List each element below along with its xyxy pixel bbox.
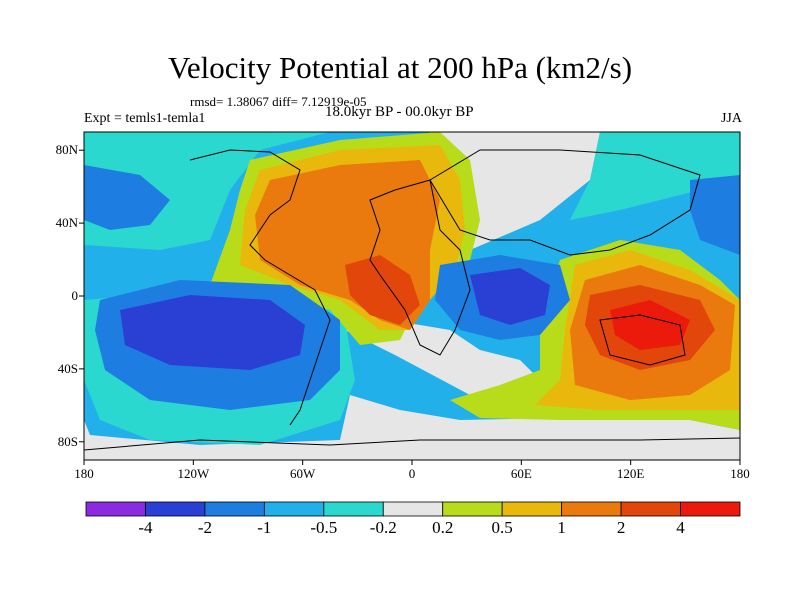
experiment-label: Expt = temls1-temla1 <box>84 111 206 126</box>
lat-tick-label: 40S <box>57 360 78 376</box>
colorbar-swatch <box>204 501 265 517</box>
field-red-core <box>610 300 690 350</box>
colorbar-swatch <box>145 501 206 517</box>
field-gray-atlantic <box>345 320 540 405</box>
colorbar-label: -0.5 <box>310 518 338 537</box>
colorbar <box>85 501 741 517</box>
lon-tick-label: 120W <box>177 466 210 481</box>
lat-tick-label: 80S <box>57 433 78 449</box>
lon-tick-label: 0 <box>408 466 416 481</box>
map-title: Velocity Potential at 200 hPa (km2/s) <box>167 50 633 85</box>
coast-americas <box>189 149 331 426</box>
colorbar-swatch <box>382 501 444 517</box>
colorbar-swatch <box>323 501 384 517</box>
lon-tick-label: 60W <box>290 466 316 481</box>
tick-marks <box>79 149 741 465</box>
colorbar-swatch <box>620 501 681 517</box>
field-teal-siberia <box>570 132 740 220</box>
field-redorange-atlantic <box>345 255 420 325</box>
colorbar-swatch <box>85 501 146 517</box>
colorbar-label: 0.2 <box>432 518 454 537</box>
lat-tick-label: 0 <box>71 288 79 303</box>
contour-field <box>84 132 740 460</box>
field-darkblue-spac <box>120 295 305 370</box>
lon-tick-label: 120E <box>616 466 645 481</box>
colorbar-swatch <box>501 501 563 517</box>
field-blue-nwpac <box>690 175 740 255</box>
colorbar-swatch <box>263 501 325 517</box>
field-darkblue-africa <box>470 268 550 325</box>
colorbar-label: -0.2 <box>369 518 397 537</box>
lon-tick-label: 180 <box>730 466 750 481</box>
coast-africa <box>369 179 471 356</box>
coastlines <box>84 149 740 451</box>
lat-tick-label: 80N <box>55 142 78 158</box>
coast-australia <box>599 314 686 366</box>
period-label: 18.0kyr BP - 00.0kyr BP <box>325 104 474 120</box>
coast-eurasia <box>429 149 701 256</box>
colorbar-label: -4 <box>138 518 153 537</box>
stats-text: rmsd= 1.38067 diff= 7.12919e-05 <box>190 94 367 109</box>
colorbar-label: 0.5 <box>491 518 513 537</box>
season-label: JJA <box>720 111 742 126</box>
lon-tick-label: 60E <box>510 466 532 481</box>
colorbar-swatch <box>561 501 622 517</box>
colorbar-label: 2 <box>616 518 626 537</box>
colorbar-swatch <box>680 501 741 517</box>
colorbar-label: 1 <box>557 518 566 537</box>
lon-tick-label: 180 <box>74 466 94 481</box>
field-blue-npac <box>84 165 170 230</box>
lat-tick-label: 40N <box>55 215 78 231</box>
colorbar-swatch <box>442 501 503 517</box>
colorbar-label: -2 <box>197 518 212 537</box>
coast-antarctica <box>84 437 740 451</box>
colorbar-label: 4 <box>676 518 685 537</box>
colorbar-label: -1 <box>257 518 272 537</box>
